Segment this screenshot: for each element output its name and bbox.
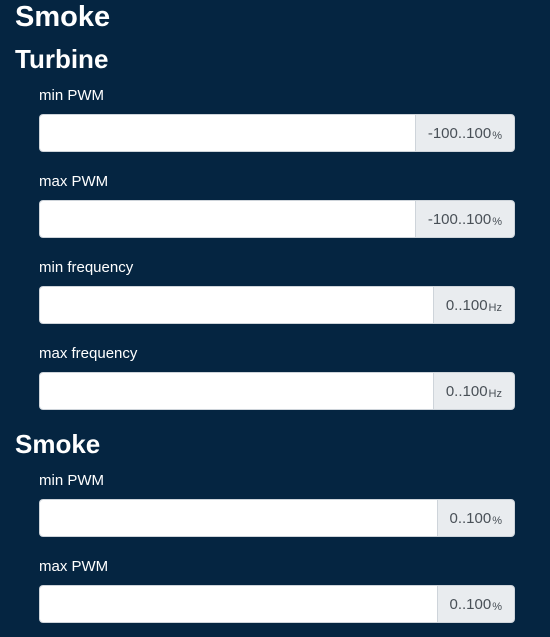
unit-text: %: [492, 515, 502, 527]
range-text: 0..100: [449, 509, 492, 527]
page-title: Smoke: [15, 1, 111, 33]
range-addon: 0..100%: [436, 499, 515, 537]
turbine-min-frequency-input[interactable]: [39, 286, 433, 324]
section-title-smoke: Smoke: [15, 429, 101, 459]
range-addon: 0..100 Hz: [432, 372, 515, 410]
unit-text: %: [492, 601, 502, 613]
input-group-turbine-min-frequency: 0..100 Hz: [39, 286, 515, 324]
range-text: 0..100: [445, 382, 488, 400]
turbine-max-frequency-input[interactable]: [39, 372, 433, 410]
range-text: 0..100: [445, 296, 488, 314]
range-text: -100..100: [427, 210, 492, 228]
input-group-turbine-min-pwm: -100..100%: [39, 114, 515, 152]
input-group-turbine-max-frequency: 0..100 Hz: [39, 372, 515, 410]
field-label-turbine-min-pwm: min PWM: [39, 87, 104, 104]
smoke-max-pwm-input[interactable]: [39, 585, 437, 623]
input-group-smoke-max-pwm: 0..100%: [39, 585, 515, 623]
field-label-turbine-max-frequency: max frequency: [39, 345, 138, 362]
turbine-max-pwm-input[interactable]: [39, 200, 415, 238]
input-group-smoke-min-pwm: 0..100%: [39, 499, 515, 537]
range-addon: -100..100%: [414, 114, 515, 152]
field-label-smoke-min-pwm: min PWM: [39, 472, 104, 489]
range-text: -100..100: [427, 124, 492, 142]
field-label-turbine-min-frequency: min frequency: [39, 259, 134, 276]
unit-text: %: [492, 130, 502, 142]
field-label-turbine-max-pwm: max PWM: [39, 173, 109, 190]
input-group-turbine-max-pwm: -100..100%: [39, 200, 515, 238]
range-text: 0..100: [449, 595, 492, 613]
range-addon: -100..100%: [414, 200, 515, 238]
turbine-min-pwm-input[interactable]: [39, 114, 415, 152]
range-addon: 0..100%: [436, 585, 515, 623]
smoke-min-pwm-input[interactable]: [39, 499, 437, 537]
range-addon: 0..100 Hz: [432, 286, 515, 324]
field-label-smoke-max-pwm: max PWM: [39, 558, 109, 575]
unit-text: Hz: [488, 388, 502, 400]
section-title-turbine: Turbine: [15, 44, 109, 74]
unit-text: Hz: [488, 302, 502, 314]
unit-text: %: [492, 216, 502, 228]
